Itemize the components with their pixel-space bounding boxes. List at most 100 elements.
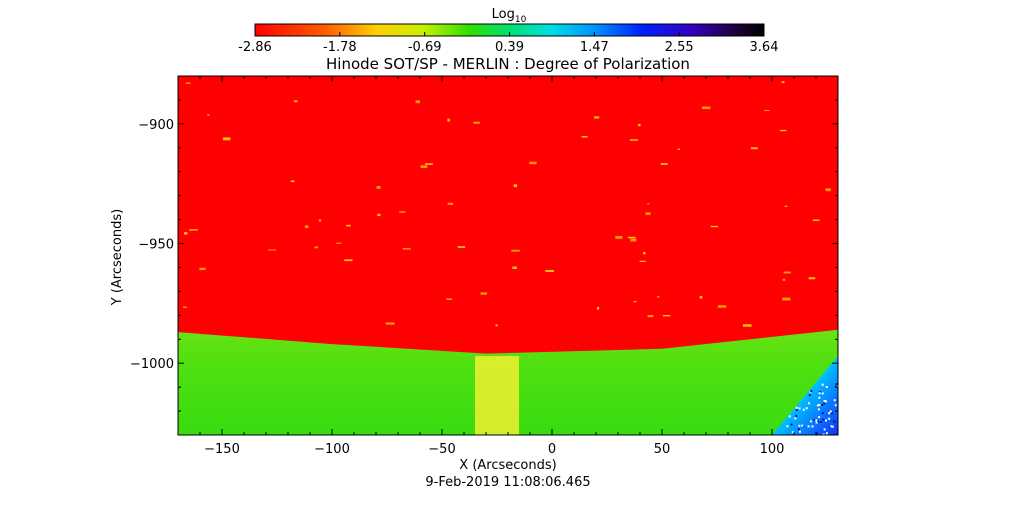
speckle xyxy=(304,225,309,229)
speckle xyxy=(447,118,450,122)
speckle xyxy=(207,114,210,116)
corner-dot xyxy=(835,383,838,386)
speckle xyxy=(346,224,351,227)
corner-dot xyxy=(817,408,820,411)
corner-dot xyxy=(836,385,838,388)
speckle xyxy=(344,259,353,262)
corner-dot xyxy=(816,404,819,407)
timestamp: 9-Feb-2019 11:08:06.465 xyxy=(425,475,590,490)
corner-dot xyxy=(831,412,833,415)
speckle xyxy=(662,315,671,317)
corner-dot xyxy=(811,425,814,428)
corner-dot xyxy=(821,412,824,415)
corner-dot xyxy=(828,412,831,415)
corner-dot xyxy=(829,410,832,413)
y-axis-label: Y (Arcseconds) xyxy=(110,209,125,306)
colorbar-tick-label: -0.69 xyxy=(408,40,442,55)
speckle xyxy=(717,305,727,308)
x-tick-label: 0 xyxy=(548,442,556,457)
corner-dot xyxy=(815,421,818,424)
corner-dot xyxy=(794,417,797,420)
speckle xyxy=(630,238,637,242)
corner-dot xyxy=(813,419,816,421)
speckle xyxy=(594,116,600,119)
corner-dot xyxy=(819,391,822,394)
speckle xyxy=(183,306,187,308)
speckle xyxy=(185,82,191,84)
speckle xyxy=(779,129,787,132)
corner-dot xyxy=(808,402,810,405)
corner-dot xyxy=(797,428,800,431)
corner-dot xyxy=(818,416,821,419)
corner-dot xyxy=(824,400,826,403)
speckle xyxy=(447,202,454,205)
speckle xyxy=(420,165,428,169)
speckle xyxy=(647,315,654,318)
corner-dot xyxy=(823,428,826,431)
speckle xyxy=(647,203,650,205)
corner-dot xyxy=(818,403,821,406)
speckle xyxy=(446,298,453,300)
speckle xyxy=(184,232,188,235)
speckle xyxy=(495,324,498,327)
speckle xyxy=(782,297,791,301)
corner-dot xyxy=(818,392,821,395)
speckle xyxy=(702,106,711,110)
corner-dot xyxy=(795,414,798,417)
corner-dots xyxy=(786,365,838,435)
colorbar: Log10 -2.86 -1.78 -0.69 0.39 1.47 2.55 3.64 xyxy=(238,7,778,55)
corner-dot xyxy=(802,408,805,411)
colorbar-tick-label: 2.55 xyxy=(665,40,694,55)
speckle xyxy=(415,100,420,104)
y-axis: −900 −950 −1000 xyxy=(130,75,838,412)
corner-dot xyxy=(798,407,801,410)
corner-dot xyxy=(828,417,831,420)
speckle xyxy=(545,270,554,272)
bright-strip xyxy=(475,356,519,435)
y-tick-label: −950 xyxy=(138,238,174,253)
corner-dot xyxy=(830,425,833,428)
corner-dot xyxy=(791,431,794,434)
corner-dot xyxy=(823,402,826,405)
corner-dot xyxy=(833,420,836,423)
corner-dot xyxy=(790,423,793,426)
colorbar-tick-label: 0.39 xyxy=(495,40,524,55)
corner-dot xyxy=(805,407,808,410)
speckle xyxy=(512,266,517,269)
speckle xyxy=(529,161,537,165)
speckle xyxy=(699,296,703,299)
speckle xyxy=(376,186,381,189)
speckle xyxy=(457,246,466,248)
disk-speckles xyxy=(183,81,831,327)
corner-dot xyxy=(799,430,801,433)
corner-dot xyxy=(808,394,811,397)
corner-dot xyxy=(834,404,837,407)
speckle xyxy=(633,301,637,303)
speckle xyxy=(643,252,646,255)
heatmap-image xyxy=(178,76,838,435)
colorbar-tick-label: 1.47 xyxy=(580,40,609,55)
speckle xyxy=(742,324,752,327)
speckle xyxy=(222,137,231,141)
speckle xyxy=(425,163,433,165)
speckle xyxy=(784,205,788,207)
speckle xyxy=(399,211,406,213)
speckle xyxy=(314,246,319,249)
chart-title: Hinode SOT/SP - MERLIN : Degree of Polar… xyxy=(326,55,690,73)
x-tick-label: −100 xyxy=(314,442,350,457)
speckle xyxy=(473,121,480,124)
x-tick-label: 100 xyxy=(760,442,785,457)
colorbar-ticks: -2.86 -1.78 -0.69 0.39 1.47 2.55 3.64 xyxy=(238,32,778,55)
y-tick-label: −900 xyxy=(138,118,174,133)
corner-dot xyxy=(810,390,813,393)
speckle xyxy=(764,110,770,111)
speckle xyxy=(812,219,820,221)
speckle xyxy=(627,236,636,239)
corner-dot xyxy=(807,425,810,428)
colorbar-tick-label: -1.78 xyxy=(323,40,357,55)
corner-dot xyxy=(833,399,836,402)
x-axis: −150 −100 −50 0 50 100 xyxy=(199,76,839,457)
speckle xyxy=(199,267,206,271)
corner-dot xyxy=(795,409,798,412)
